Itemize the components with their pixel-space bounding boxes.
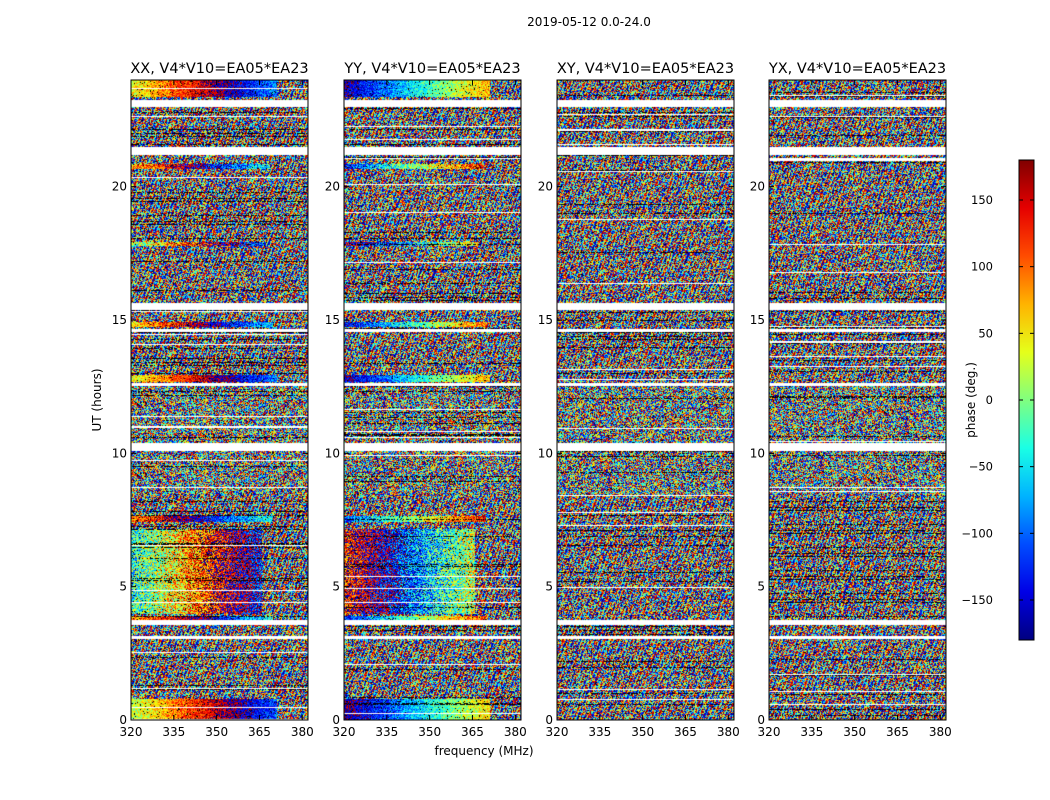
axes-frame <box>768 79 947 721</box>
x-tick-label: 380 <box>291 725 314 739</box>
axes-frame <box>556 79 735 721</box>
colorbar-tick-label: 150 <box>971 193 993 207</box>
y-tick-label: 10 <box>325 446 340 460</box>
x-tick-label: 350 <box>205 725 228 739</box>
heatmap-image <box>344 80 521 720</box>
heatmap-image <box>769 80 946 720</box>
panels: XX, V4*V10=EA05*EA23 320 335 350 365 380 0 5 10 1… <box>112 61 952 739</box>
x-tick-label: 320 <box>546 725 569 739</box>
panel-title: YY, V4*V10=EA05*EA23 <box>343 61 520 77</box>
x-tick-label: 350 <box>631 725 654 739</box>
x-tick-label: 380 <box>504 725 527 739</box>
colorbar-tick-label: 0 <box>986 393 993 407</box>
y-tick-label: 15 <box>538 313 553 327</box>
x-tick-label: 320 <box>333 725 356 739</box>
heatmap-image <box>557 80 734 720</box>
x-tick-label: 335 <box>800 725 823 739</box>
x-tick-label: 320 <box>758 725 781 739</box>
colorbar-tick-label: 50 <box>978 326 993 340</box>
x-tick-label: 350 <box>418 725 441 739</box>
colorbar: 150 100 50 0 −50 −100 −150 phase (deg.) <box>961 159 1035 641</box>
panel-title: XX, V4*V10=EA05*EA23 <box>130 61 308 77</box>
y-tick-label: 0 <box>119 713 127 727</box>
y-tick-label: 20 <box>750 180 765 194</box>
x-tick-label: 320 <box>120 725 143 739</box>
y-tick-label: 5 <box>119 580 127 594</box>
x-tick-label: 350 <box>843 725 866 739</box>
panel-title: YX, V4*V10=EA05*EA23 <box>768 61 946 77</box>
x-tick-label: 365 <box>248 725 271 739</box>
y-tick-label: 10 <box>112 446 127 460</box>
colorbar-tick-label: −100 <box>961 526 993 540</box>
panel-xy: XY, V4*V10=EA05*EA23 320 335 350 365 380 0 5 10 1… <box>538 61 740 739</box>
y-tick-label: 0 <box>332 713 340 727</box>
x-axis-label: frequency (MHz) <box>434 744 533 758</box>
colorbar-tick-label: −50 <box>969 460 993 474</box>
y-axis-label: UT (hours) <box>90 368 104 431</box>
y-tick-label: 20 <box>538 180 553 194</box>
panel-xx: XX, V4*V10=EA05*EA23 320 335 350 365 380 0 5 10 1… <box>112 61 314 739</box>
y-tick-label: 10 <box>750 446 765 460</box>
y-tick-label: 0 <box>757 713 765 727</box>
y-tick-label: 5 <box>757 580 765 594</box>
panel-yx: YX, V4*V10=EA05*EA23 320 335 350 365 380 0 5 10 1… <box>750 61 952 739</box>
axes-frame <box>343 79 522 721</box>
x-tick-label: 335 <box>588 725 611 739</box>
y-tick-label: 15 <box>112 313 127 327</box>
x-tick-label: 335 <box>375 725 398 739</box>
x-tick-label: 365 <box>674 725 697 739</box>
y-tick-label: 20 <box>325 180 340 194</box>
y-tick-label: 15 <box>325 313 340 327</box>
y-tick-label: 5 <box>332 580 340 594</box>
colorbar-tick-label: 100 <box>971 260 993 274</box>
y-tick-label: 15 <box>750 313 765 327</box>
y-tick-label: 0 <box>545 713 553 727</box>
panel-yy: YY, V4*V10=EA05*EA23 320 335 350 365 380 0 5 10 1… <box>325 61 527 739</box>
axes-frame <box>130 79 309 721</box>
y-tick-label: 20 <box>112 180 127 194</box>
x-tick-label: 365 <box>886 725 909 739</box>
x-tick-label: 365 <box>461 725 484 739</box>
colorbar-tick-label: −150 <box>961 593 993 607</box>
x-tick-label: 380 <box>717 725 740 739</box>
figure-title: 2019-05-12 0.0-24.0 <box>527 15 651 29</box>
heatmap-image <box>131 80 308 720</box>
panel-title: XY, V4*V10=EA05*EA23 <box>557 61 734 77</box>
y-tick-label: 10 <box>538 446 553 460</box>
y-tick-label: 5 <box>545 580 553 594</box>
colorbar-label: phase (deg.) <box>964 362 978 438</box>
x-tick-label: 380 <box>929 725 952 739</box>
x-tick-label: 335 <box>162 725 185 739</box>
